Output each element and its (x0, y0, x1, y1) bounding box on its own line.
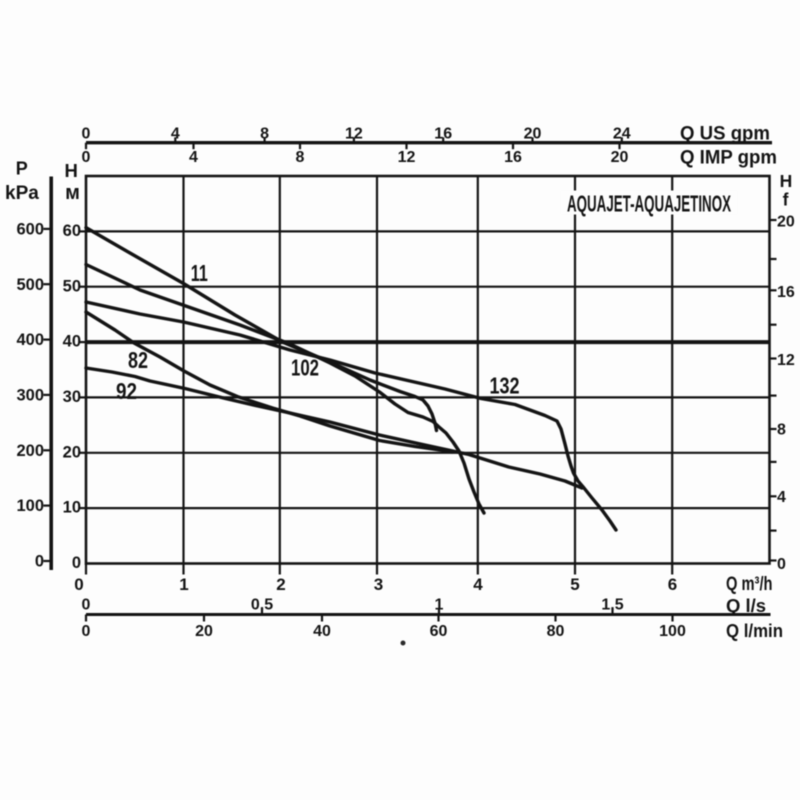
svg-text:92: 92 (116, 378, 137, 404)
svg-text:20: 20 (777, 214, 795, 231)
svg-text:132: 132 (490, 373, 520, 399)
svg-text:100: 100 (16, 497, 44, 515)
svg-text:0: 0 (82, 126, 91, 143)
svg-text:10: 10 (63, 499, 81, 517)
svg-text:4: 4 (189, 149, 198, 166)
svg-text:м: м (65, 182, 80, 204)
svg-text:1,5: 1,5 (601, 597, 623, 614)
svg-text:kPa: kPa (5, 183, 39, 204)
svg-text:1: 1 (179, 575, 188, 594)
svg-text:0: 0 (82, 623, 91, 640)
svg-text:60: 60 (430, 623, 448, 640)
svg-text:H: H (65, 160, 78, 181)
svg-text:16: 16 (504, 149, 522, 166)
svg-text:8: 8 (296, 149, 305, 166)
svg-text:50: 50 (63, 277, 81, 295)
svg-text:16: 16 (434, 126, 452, 143)
svg-text:Q IMP gpm: Q IMP gpm (680, 147, 777, 169)
svg-text:6: 6 (668, 575, 677, 594)
svg-text:40: 40 (313, 623, 331, 640)
svg-text:24: 24 (613, 126, 631, 143)
svg-text:102: 102 (291, 355, 319, 381)
svg-text:30: 30 (63, 388, 81, 406)
svg-text:2: 2 (276, 575, 285, 594)
svg-text:11: 11 (191, 260, 208, 286)
svg-text:40: 40 (63, 333, 81, 351)
svg-text:0: 0 (35, 553, 44, 571)
svg-text:20: 20 (611, 149, 629, 166)
svg-text:0: 0 (74, 575, 83, 594)
svg-text:400: 400 (16, 331, 44, 349)
svg-text:Q l/s: Q l/s (726, 595, 766, 616)
svg-text:P: P (16, 158, 28, 178)
svg-text:20: 20 (524, 126, 542, 143)
svg-text:0: 0 (82, 149, 91, 166)
svg-text:500: 500 (16, 276, 44, 294)
svg-text:H: H (780, 171, 793, 191)
svg-text:100: 100 (659, 623, 686, 640)
svg-text:1: 1 (435, 597, 444, 614)
svg-text:12: 12 (345, 126, 363, 143)
svg-text:AQUAJET-AQUAJETINOX: AQUAJET-AQUAJETINOX (567, 191, 731, 217)
svg-text:3: 3 (374, 575, 383, 594)
svg-text:0: 0 (777, 556, 786, 573)
svg-text:8: 8 (777, 422, 786, 439)
svg-text:0: 0 (72, 554, 81, 572)
svg-text:Q US gpm: Q US gpm (680, 123, 770, 145)
svg-text:Q m³/h: Q m³/h (726, 574, 773, 595)
svg-text:16: 16 (777, 284, 795, 301)
svg-text:0: 0 (82, 597, 91, 614)
svg-text:4: 4 (171, 126, 180, 143)
svg-text:80: 80 (547, 623, 565, 640)
svg-text:600: 600 (16, 221, 44, 239)
svg-text:60: 60 (63, 222, 81, 240)
svg-text:4: 4 (777, 489, 786, 506)
svg-text:f: f (783, 190, 789, 210)
svg-text:Q l/min: Q l/min (726, 620, 783, 641)
svg-text:20: 20 (195, 623, 213, 640)
svg-text:8: 8 (260, 126, 269, 143)
svg-text:82: 82 (128, 347, 148, 373)
svg-text:200: 200 (16, 442, 44, 460)
svg-text:12: 12 (398, 149, 416, 166)
svg-text:0,5: 0,5 (251, 597, 273, 614)
svg-text:4: 4 (473, 575, 483, 594)
svg-text:12: 12 (777, 352, 795, 369)
svg-text:5: 5 (570, 575, 579, 594)
svg-text:300: 300 (16, 387, 44, 405)
svg-text:20: 20 (63, 443, 81, 461)
